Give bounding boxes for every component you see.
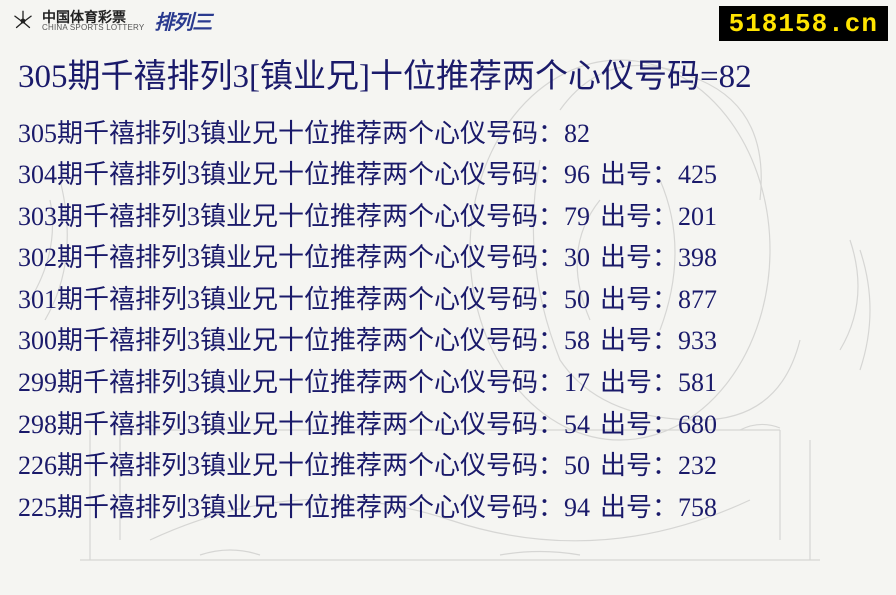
prediction-row: 301期千禧排列3镇业兄十位推荐两个心仪号码：50 出号：877 bbox=[18, 279, 878, 321]
prediction-row: 302期千禧排列3镇业兄十位推荐两个心仪号码：30 出号：398 bbox=[18, 237, 878, 279]
logo-brand-text: 排列三 bbox=[154, 6, 211, 35]
prediction-row: 225期千禧排列3镇业兄十位推荐两个心仪号码：94 出号：758 bbox=[18, 487, 878, 529]
prediction-row: 300期千禧排列3镇业兄十位推荐两个心仪号码：58 出号：933 bbox=[18, 320, 878, 362]
row-result-text: 出号：933 bbox=[600, 326, 717, 355]
header-bar: 中国体育彩票 CHINA SPORTS LOTTERY 排列三 518158.c… bbox=[0, 0, 896, 43]
row-result-text: 出号：398 bbox=[600, 243, 717, 272]
row-result-text: 出号：232 bbox=[600, 451, 717, 480]
prediction-row: 304期千禧排列3镇业兄十位推荐两个心仪号码：96 出号：425 bbox=[18, 154, 878, 196]
row-result-text: 出号：201 bbox=[600, 202, 717, 231]
headline-text: 305期千禧排列3[镇业兄]十位推荐两个心仪号码=82 bbox=[0, 43, 896, 107]
prediction-row: 299期千禧排列3镇业兄十位推荐两个心仪号码：17 出号：581 bbox=[18, 362, 878, 404]
row-main-text: 304期千禧排列3镇业兄十位推荐两个心仪号码：96 bbox=[18, 160, 590, 189]
row-main-text: 302期千禧排列3镇业兄十位推荐两个心仪号码：30 bbox=[18, 243, 590, 272]
row-main-text: 303期千禧排列3镇业兄十位推荐两个心仪号码：79 bbox=[18, 202, 590, 231]
prediction-row: 305期千禧排列3镇业兄十位推荐两个心仪号码：82 bbox=[18, 113, 878, 155]
row-result-text: 出号：877 bbox=[600, 285, 717, 314]
logo-block: 中国体育彩票 CHINA SPORTS LOTTERY 排列三 bbox=[10, 6, 211, 35]
site-url-badge: 518158.cn bbox=[719, 6, 888, 41]
row-main-text: 300期千禧排列3镇业兄十位推荐两个心仪号码：58 bbox=[18, 326, 590, 355]
lottery-logo-icon bbox=[10, 8, 36, 34]
row-result-text: 出号：680 bbox=[600, 410, 717, 439]
row-result-text: 出号：425 bbox=[600, 160, 717, 189]
row-result-text: 出号：758 bbox=[600, 493, 717, 522]
row-main-text: 225期千禧排列3镇业兄十位推荐两个心仪号码：94 bbox=[18, 493, 590, 522]
logo-english-text: CHINA SPORTS LOTTERY bbox=[42, 24, 144, 32]
logo-chinese-text: 中国体育彩票 bbox=[42, 10, 144, 24]
row-main-text: 226期千禧排列3镇业兄十位推荐两个心仪号码：50 bbox=[18, 451, 590, 480]
row-main-text: 299期千禧排列3镇业兄十位推荐两个心仪号码：17 bbox=[18, 368, 590, 397]
prediction-row: 226期千禧排列3镇业兄十位推荐两个心仪号码：50 出号：232 bbox=[18, 445, 878, 487]
predictions-list: 305期千禧排列3镇业兄十位推荐两个心仪号码：82304期千禧排列3镇业兄十位推… bbox=[0, 107, 896, 529]
row-main-text: 301期千禧排列3镇业兄十位推荐两个心仪号码：50 bbox=[18, 285, 590, 314]
prediction-row: 298期千禧排列3镇业兄十位推荐两个心仪号码：54 出号：680 bbox=[18, 404, 878, 446]
row-main-text: 298期千禧排列3镇业兄十位推荐两个心仪号码：54 bbox=[18, 410, 590, 439]
prediction-row: 303期千禧排列3镇业兄十位推荐两个心仪号码：79 出号：201 bbox=[18, 196, 878, 238]
row-result-text: 出号：581 bbox=[600, 368, 717, 397]
